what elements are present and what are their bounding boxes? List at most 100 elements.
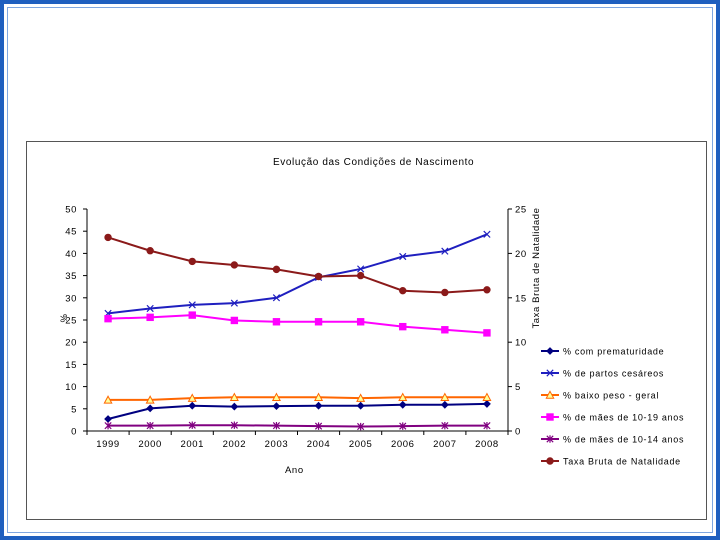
data-point-series-4 [399, 322, 407, 331]
chart-area: Evolução das Condições de Nascimento Ano… [26, 141, 707, 520]
legend-label-6: Taxa Bruta de Natalidade [563, 457, 681, 467]
data-point-series-4 [483, 329, 491, 337]
y-tick-label-right: 15 [515, 293, 527, 304]
series-line-2 [107, 233, 488, 315]
y-tick-label-left: 45 [65, 227, 77, 238]
y-tick-label-right: 20 [515, 249, 527, 260]
data-point-series-1 [272, 402, 281, 411]
data-point-series-2 [230, 299, 238, 307]
data-point-series-3 [440, 392, 450, 401]
series-line-1 [107, 402, 487, 420]
legend: % com prematuridade % de partos cesáreos%… [541, 347, 684, 467]
data-point-series-1 [440, 400, 449, 409]
legend-marker-3 [545, 390, 555, 399]
data-point-series-5 [230, 421, 238, 429]
y-tick-label-left: 25 [65, 316, 77, 327]
legend-marker-6 [546, 457, 554, 465]
data-point-series-5 [314, 422, 323, 430]
y-tick-label-left: 15 [65, 360, 77, 371]
data-point-series-6 [272, 265, 281, 274]
data-point-series-4 [441, 326, 449, 334]
y-tick-label-right: 10 [515, 338, 527, 349]
data-point-series-6 [188, 257, 196, 266]
y-tick-label-left: 50 [65, 205, 77, 216]
data-point-series-5 [399, 422, 407, 430]
chart-svg: Evolução das Condições de Nascimento Ano… [59, 157, 684, 476]
data-point-series-1 [188, 401, 197, 410]
data-point-series-4 [230, 316, 239, 325]
data-point-series-5 [104, 421, 112, 430]
x-tick-label: 2007 [433, 439, 457, 450]
data-point-series-1 [104, 415, 112, 423]
plot-layer: 0 5 10 15 20 25 30 35 40 45 50 0 5 10 15 20 25 1999 2000 20… [65, 205, 527, 451]
data-point-series-1 [230, 402, 239, 411]
data-point-series-2 [399, 252, 407, 261]
x-tick-label: 2005 [349, 439, 373, 450]
data-point-series-6 [441, 288, 449, 297]
legend-marker-5 [546, 435, 554, 443]
y-tick-label-left: 35 [65, 271, 77, 282]
x-axis-label: Ano [285, 465, 304, 476]
y-tick-label-left: 30 [65, 293, 77, 304]
series-line-5 [108, 424, 487, 428]
slide-inner-border [7, 7, 713, 533]
legend-label-1: % com prematuridade [563, 347, 664, 357]
x-tick-label: 2002 [223, 439, 247, 450]
data-point-series-3 [356, 393, 366, 402]
data-point-series-5 [188, 421, 196, 429]
data-point-series-6 [230, 261, 239, 269]
data-point-series-4 [356, 318, 365, 326]
data-point-series-3 [187, 393, 197, 402]
data-point-series-3 [271, 392, 281, 401]
series-line-4 [108, 314, 488, 334]
x-tick-label: 2008 [475, 439, 499, 450]
data-point-series-1 [398, 400, 407, 409]
data-point-series-3 [398, 392, 408, 401]
x-tick-label: 2000 [138, 439, 162, 450]
data-point-series-3 [482, 392, 492, 401]
data-point-series-3 [314, 392, 324, 401]
data-point-series-1 [146, 404, 155, 413]
data-point-series-5 [357, 422, 365, 431]
x-tick-label: 2004 [307, 439, 331, 450]
y-axis-label-right: Taxa Bruta de Natalidade [531, 207, 542, 328]
data-point-series-2 [146, 304, 154, 313]
x-tick-label: 2003 [265, 439, 289, 450]
legend-marker-4 [546, 413, 554, 421]
y-axis-label-left: % [59, 313, 70, 322]
y-tick-label-left: 5 [71, 404, 77, 415]
series-line-6 [107, 236, 488, 294]
data-point-series-6 [483, 286, 491, 294]
data-point-series-6 [399, 286, 407, 295]
legend-label-2: % de partos cesáreos [563, 369, 664, 379]
data-point-series-5 [272, 421, 281, 430]
y-tick-label-left: 40 [65, 249, 77, 260]
x-tick-label: 2006 [391, 439, 415, 450]
data-point-series-4 [272, 318, 281, 326]
series-line-3 [108, 396, 487, 401]
x-tick-label: 2001 [180, 439, 204, 450]
data-point-series-4 [188, 311, 196, 319]
data-point-series-5 [441, 421, 449, 430]
data-point-series-5 [146, 421, 154, 430]
y-tick-label-right: 25 [515, 205, 527, 216]
x-tick-label: 1999 [96, 439, 120, 450]
y-tick-label-right: 5 [515, 382, 521, 393]
legend-marker-1 [546, 347, 554, 355]
data-point-series-3 [103, 395, 113, 404]
chart-title: Evolução das Condições de Nascimento [273, 157, 474, 168]
data-point-series-6 [356, 271, 365, 280]
data-point-series-1 [356, 401, 365, 410]
legend-label-3: % baixo peso - geral [563, 391, 659, 401]
y-tick-label-left: 20 [65, 338, 77, 349]
y-tick-label-left: 10 [65, 382, 77, 393]
data-point-series-2 [483, 230, 491, 238]
data-point-series-4 [314, 318, 323, 326]
data-point-series-4 [146, 313, 154, 322]
data-point-series-2 [188, 301, 196, 309]
data-point-series-1 [483, 400, 491, 408]
y-tick-label-left: 0 [71, 427, 77, 438]
data-point-series-5 [483, 421, 491, 430]
legend-marker-2 [546, 369, 554, 377]
legend-label-5: % de mães de 10-14 anos [563, 435, 684, 445]
